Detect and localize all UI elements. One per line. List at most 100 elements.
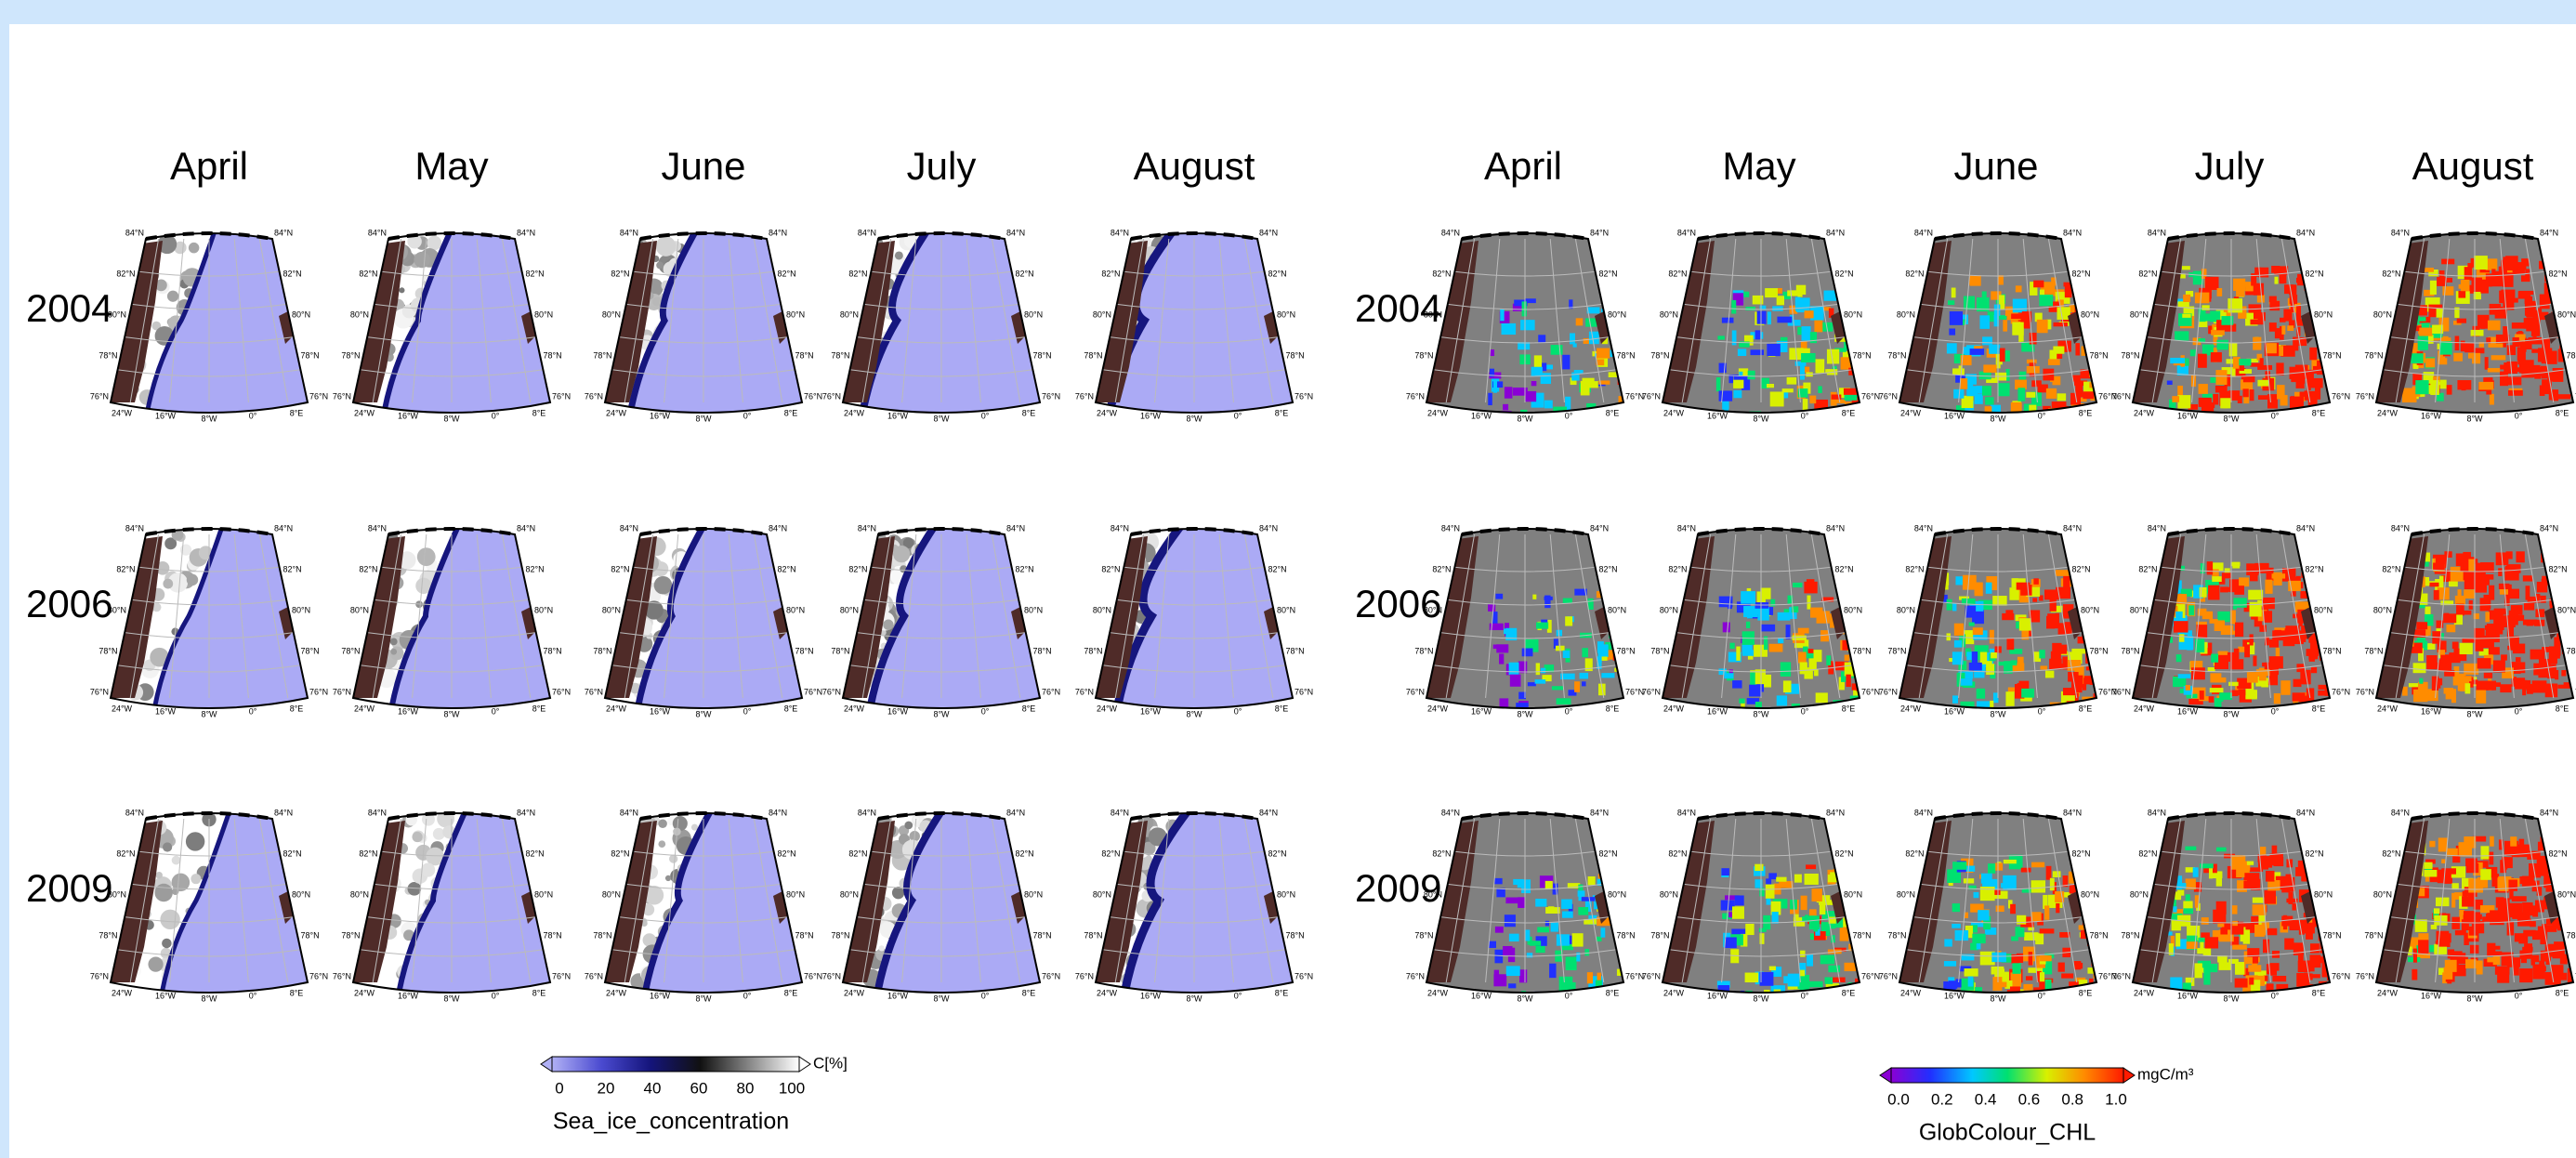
chlorophyll-patch <box>1520 320 1535 331</box>
chlorophyll-patch <box>2280 317 2286 322</box>
latitude-label: 84°N <box>125 808 144 817</box>
latitude-label: 76°N <box>333 687 351 696</box>
latitude-label: 82°N <box>2138 269 2157 278</box>
chlorophyll-patch <box>1969 275 1981 286</box>
chlorophyll-patch <box>1949 328 1956 336</box>
latitude-label: 76°N <box>1295 971 1313 980</box>
latitude-label: 78°N <box>544 350 562 360</box>
chlorophyll-patch <box>1768 966 1776 971</box>
chlorophyll-patch <box>2239 577 2250 587</box>
longitude-label: 0° <box>249 411 257 420</box>
latitude-label: 82°N <box>116 269 135 278</box>
latitude-label: 76°N <box>804 687 822 696</box>
longitude-label: 0° <box>492 411 500 420</box>
graticule <box>169 533 185 699</box>
land <box>521 891 537 924</box>
chlorophyll-patch <box>1759 971 1774 986</box>
latitude-label: 78°N <box>795 350 814 360</box>
latitude-label: 84°N <box>858 808 876 817</box>
latitude-label: 78°N <box>1084 930 1102 940</box>
latitude-label: 80°N <box>602 605 621 614</box>
latitude-label: 82°N <box>1268 849 1287 858</box>
longitude-label: 16°W <box>1707 706 1728 716</box>
latitude-label: 80°N <box>1424 889 1442 899</box>
chlorophyll-patch <box>1777 288 1782 294</box>
chlorophyll-patch <box>1782 680 1792 693</box>
latitude-label: 80°N <box>534 889 553 899</box>
chlorophyll-patch <box>1725 937 1737 949</box>
chlorophyll-patch <box>2254 924 2265 937</box>
latitude-label: 80°N <box>1424 605 1442 614</box>
latitude-label: 84°N <box>2391 228 2410 237</box>
longitude-label: 0° <box>743 411 752 420</box>
latitude-label: 84°N <box>517 523 535 533</box>
latitude-label: 76°N <box>1861 971 1880 980</box>
chlorophyll-patch <box>1571 933 1584 947</box>
chlorophyll-patch <box>2487 957 2496 963</box>
map-frame-edge <box>145 811 273 821</box>
longitude-label: 24°W <box>2377 408 2399 417</box>
chlorophyll-patch <box>2011 313 2022 320</box>
latitude-label: 82°N <box>1835 564 1854 573</box>
latitude-label: 80°N <box>1093 309 1111 319</box>
latitude-label: 76°N <box>1295 391 1313 401</box>
latitude-label: 80°N <box>1608 605 1626 614</box>
chlorophyll-patch <box>1494 926 1504 933</box>
chlorophyll-patch <box>1952 368 1965 375</box>
latitude-label: 82°N <box>2306 849 2324 858</box>
chlorophyll-patch <box>1550 345 1563 355</box>
chlorophyll-patch <box>2052 871 2061 878</box>
ice-patch <box>644 885 664 905</box>
chlorophyll-patch <box>2446 277 2453 283</box>
chlorophyll-patch <box>2182 313 2191 318</box>
chlorophyll-patch <box>2433 908 2440 915</box>
ice-patch <box>894 251 903 260</box>
latitude-label: 80°N <box>1024 605 1043 614</box>
chlorophyll-patch <box>2530 921 2536 928</box>
chlorophyll-patch <box>2402 686 2408 696</box>
chlorophyll-patch <box>2485 612 2490 623</box>
chlorophyll-patch <box>2295 306 2302 322</box>
chlorophyll-patch <box>1524 298 1536 304</box>
chlorophyll-patch <box>2451 641 2459 650</box>
chlorophyll-patch <box>1490 349 1495 357</box>
chlorophyll-patch <box>2249 389 2254 401</box>
latitude-label: 76°N <box>309 391 328 401</box>
graticule <box>372 533 402 699</box>
latitude-label: 82°N <box>1432 269 1451 278</box>
colorbar-unit: mgC/m³ <box>2137 1065 2194 1083</box>
ice-patch <box>891 886 905 900</box>
longitude-label: 8°E <box>784 408 798 417</box>
chlorophyll-patch <box>2203 971 2211 985</box>
longitude-label: 8°E <box>2312 408 2326 417</box>
chlorophyll-patch <box>2492 951 2503 956</box>
chlorophyll-patch <box>1508 983 1517 989</box>
longitude-label: 24°W <box>354 408 375 417</box>
latitude-label: 80°N <box>786 605 805 614</box>
graticule <box>728 818 743 983</box>
chlorophyll-patch <box>1596 359 1605 366</box>
longitude-label: 8°E <box>1275 988 1289 997</box>
chlorophyll-patch <box>1737 349 1747 357</box>
chlorophyll-patch <box>2429 582 2439 587</box>
chlorophyll-patch <box>2210 352 2222 362</box>
chlorophyll-patch <box>2287 325 2294 332</box>
longitude-label: 16°W <box>398 411 419 420</box>
longitude-label: 8°W <box>695 994 712 1003</box>
chlorophyll-patch <box>2535 609 2545 618</box>
chlorophyll-patch <box>2082 683 2087 691</box>
chlorophyll-patch <box>2485 628 2496 639</box>
latitude-label: 76°N <box>804 391 822 401</box>
latitude-label: 78°N <box>593 646 611 655</box>
chlorophyll-patch <box>1495 593 1504 599</box>
chlorophyll-patch <box>2031 380 2042 388</box>
chlorophyll-patch <box>2204 937 2219 949</box>
longitude-label: 8°W <box>2223 709 2240 718</box>
chlorophyll-patch <box>1529 941 1542 946</box>
chlorophyll-patch <box>2274 629 2281 637</box>
chlorophyll-patch <box>2507 588 2520 599</box>
chlorophyll-patch <box>2049 877 2055 891</box>
longitude-label: 8°E <box>2556 988 2569 997</box>
colorbar-title: GlobColour_CHL <box>1919 1120 2096 1146</box>
latitude-label: 76°N <box>1642 391 1661 401</box>
